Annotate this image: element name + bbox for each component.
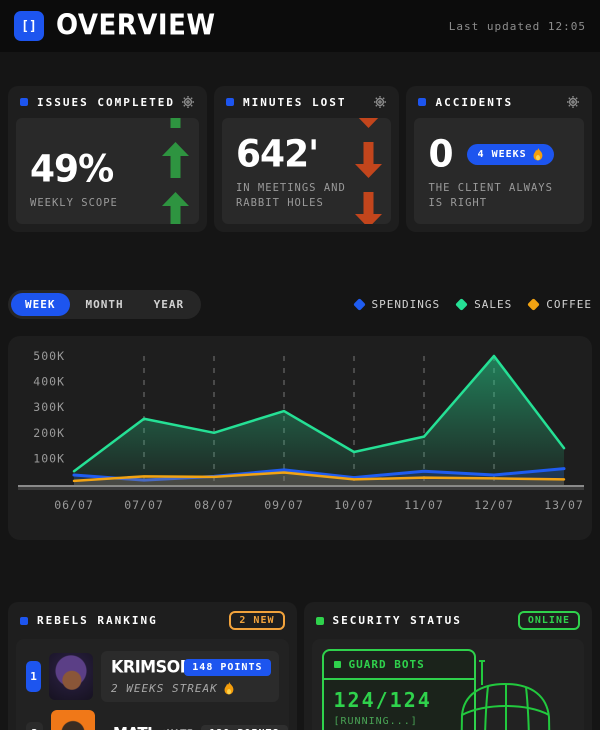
arrow-up-icon <box>162 142 190 178</box>
stat-panel: 49% WEEKLY SCOPE <box>16 118 199 224</box>
flame-icon <box>533 148 543 161</box>
rank-badge: 1 <box>26 661 41 692</box>
svg-text:10/07: 10/07 <box>334 498 374 512</box>
legend-spendings[interactable]: SPENDINGS <box>352 298 441 311</box>
card-title: ACCIDENTS <box>435 95 514 109</box>
ranking-row-2[interactable]: 2 MATI @MATI 129 POINTS <box>22 706 288 730</box>
security-panel: GUARD BOTS 124/124 [RUNNING...] <box>311 639 584 730</box>
new-count-badge: 2 NEW <box>229 611 285 630</box>
svg-text:400K: 400K <box>33 375 65 389</box>
svg-text:500K: 500K <box>33 349 65 363</box>
diamond-icon <box>455 298 468 311</box>
stat-value: 642' <box>235 132 319 176</box>
robot-wireframe-illustration <box>460 660 551 730</box>
stat-panel: 0 4 WEEKS THE CLIENT ALWAYS IS RIGHT <box>414 118 584 224</box>
stat-cards-row: ISSUES COMPLETED 49% WEEKLY SCOPE <box>8 86 592 232</box>
card-bullet <box>20 98 28 106</box>
card-rebels-ranking: REBELS RANKING 2 NEW 1 KRIMSON @KRIMSON … <box>8 602 297 730</box>
logo-brackets-icon: [] <box>21 18 37 34</box>
player-name: KRIMSON <box>111 656 193 677</box>
green-square-icon <box>333 661 341 668</box>
card-minutes-lost: MINUTES LOST 642' IN MEETINGS AND RABBIT… <box>213 86 400 232</box>
legend-sales[interactable]: SALES <box>455 298 512 311</box>
svg-text:13/07: 13/07 <box>544 498 584 512</box>
legend-coffee[interactable]: COFFEE <box>527 298 592 311</box>
ranking-row-1[interactable]: 1 KRIMSON @KRIMSON 2 WEEKS STREAK <box>22 647 283 706</box>
online-status-badge: ONLINE <box>517 611 580 630</box>
stat-value: 49% <box>30 148 114 192</box>
stat-subtitle: IN MEETINGS AND RABBIT HOLES <box>235 181 346 210</box>
guard-bots-count: 124/124 <box>333 688 432 712</box>
stat-value: 0 <box>428 132 453 176</box>
arrow-down-icon <box>354 192 382 224</box>
guard-bots-status: [RUNNING...] <box>333 716 418 727</box>
period-tabs: WEEK MONTH YEAR <box>8 290 202 319</box>
stat-subtitle: WEEKLY SCOPE <box>30 197 118 210</box>
rank-badge: 2 <box>26 721 43 730</box>
arrow-down-icon <box>354 142 382 178</box>
player-name: MATI <box>113 723 153 730</box>
arrow-up-icon <box>170 118 181 128</box>
points-badge: 148 POINTS <box>184 659 271 676</box>
card-accidents: ACCIDENTS 0 4 WEEKS <box>406 86 592 232</box>
gear-icon[interactable] <box>181 95 195 109</box>
bottom-cards-row: REBELS RANKING 2 NEW 1 KRIMSON @KRIMSON … <box>8 602 592 730</box>
svg-text:300K: 300K <box>33 400 65 414</box>
guard-bots-title: GUARD BOTS <box>348 658 425 671</box>
tab-week[interactable]: WEEK <box>11 293 70 316</box>
player-handle: @MATI <box>160 727 193 730</box>
card-title: SECURITY STATUS <box>332 614 462 627</box>
guard-bots-box: GUARD BOTS 124/124 [RUNNING...] <box>321 649 476 730</box>
trend-down-arrows <box>353 118 383 224</box>
card-security-status: SECURITY STATUS ONLINE GUARD BOTS 124/12… <box>303 602 592 730</box>
card-title: MINUTES LOST <box>242 95 347 109</box>
flame-icon <box>224 682 234 695</box>
stat-panel: 642' IN MEETINGS AND RABBIT HOLES <box>221 118 392 224</box>
ranking-list: 1 KRIMSON @KRIMSON 2 WEEKS STREAK <box>16 639 289 730</box>
svg-text:09/07: 09/07 <box>264 498 304 512</box>
diamond-icon <box>527 298 541 311</box>
points-badge: 129 POINTS <box>201 725 288 730</box>
stat-subtitle: THE CLIENT ALWAYS IS RIGHT <box>428 181 553 210</box>
app-logo: [] <box>14 11 44 41</box>
last-updated-text: Last updated 12:05 <box>448 19 586 33</box>
streak-text: 2 WEEKS STREAK <box>111 682 269 695</box>
card-bullet <box>20 616 28 625</box>
svg-text:12/07: 12/07 <box>474 498 514 512</box>
svg-text:11/07: 11/07 <box>404 498 444 512</box>
chart-controls: WEEK MONTH YEAR SPENDINGS SALES COFFEE <box>8 290 592 319</box>
card-bullet <box>225 98 234 106</box>
arrow-up-icon <box>162 192 190 224</box>
gear-icon[interactable] <box>373 95 387 109</box>
card-title: ISSUES COMPLETED <box>37 95 175 109</box>
trend-up-arrows <box>161 118 191 224</box>
svg-text:08/07: 08/07 <box>194 498 234 512</box>
avatar <box>49 653 93 700</box>
card-bullet <box>315 616 324 625</box>
diamond-icon <box>352 298 366 311</box>
page-title: OVERVIEW <box>56 9 216 43</box>
streak-weeks-badge: 4 WEEKS <box>466 144 554 165</box>
arrow-down-icon <box>358 118 379 128</box>
card-issues-completed: ISSUES COMPLETED 49% WEEKLY SCOPE <box>8 86 207 232</box>
chart-svg: 100K 200K 300K 400K 500K 06/07 07/07 08/07 09/07… <box>18 349 584 512</box>
chart-legend: SPENDINGS SALES COFFEE <box>352 298 592 311</box>
tab-year[interactable]: YEAR <box>153 298 185 311</box>
svg-text:200K: 200K <box>33 426 65 440</box>
avatar <box>51 710 95 730</box>
svg-text:07/07: 07/07 <box>124 498 164 512</box>
svg-text:06/07: 06/07 <box>54 498 94 512</box>
chart-card: 100K 200K 300K 400K 500K 06/07 07/07 08/07 09/07… <box>8 336 592 540</box>
card-title: REBELS RANKING <box>37 614 158 627</box>
svg-text:100K: 100K <box>33 451 65 465</box>
card-bullet <box>418 98 427 106</box>
app-header: [] OVERVIEW Last updated 12:05 <box>0 0 600 52</box>
tab-month[interactable]: MONTH <box>85 298 124 311</box>
gear-icon[interactable] <box>566 95 580 109</box>
